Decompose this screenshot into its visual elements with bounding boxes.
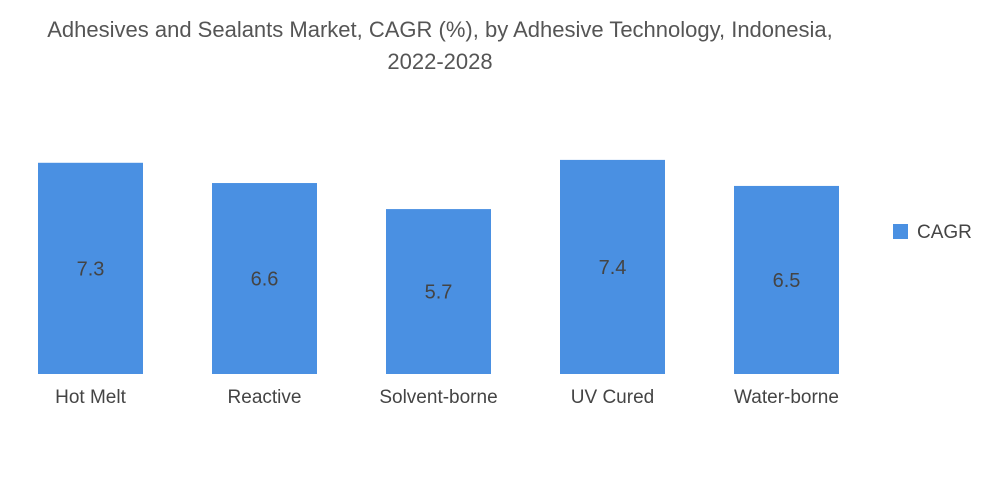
x-tick-label: Hot Melt — [55, 387, 126, 408]
legend: CAGR — [893, 222, 972, 243]
legend-label: CAGR — [917, 222, 972, 243]
chart-title-line-2: 2022-2028 — [387, 49, 493, 74]
data-label: 7.4 — [599, 257, 627, 279]
data-label: 7.3 — [77, 258, 105, 280]
data-label: 5.7 — [425, 282, 453, 304]
x-tick-label: UV Cured — [571, 387, 654, 408]
chart-title-line-1: Adhesives and Sealants Market, CAGR (%),… — [47, 17, 833, 42]
bar-water-borne — [734, 185, 839, 374]
chart-title: Adhesives and Sealants Market, CAGR (%),… — [0, 14, 880, 78]
bar-solvent-borne — [386, 209, 491, 374]
x-tick-label: Reactive — [228, 387, 302, 408]
bar-uv-cured — [560, 159, 665, 374]
x-tick-label: Solvent-borne — [379, 387, 497, 408]
bar-reactive — [212, 183, 317, 374]
x-tick-label: Water-borne — [734, 387, 839, 408]
data-label: 6.6 — [251, 269, 279, 291]
data-label: 6.5 — [773, 270, 801, 292]
legend-swatch — [893, 224, 908, 239]
bar-hot-melt — [38, 162, 143, 374]
